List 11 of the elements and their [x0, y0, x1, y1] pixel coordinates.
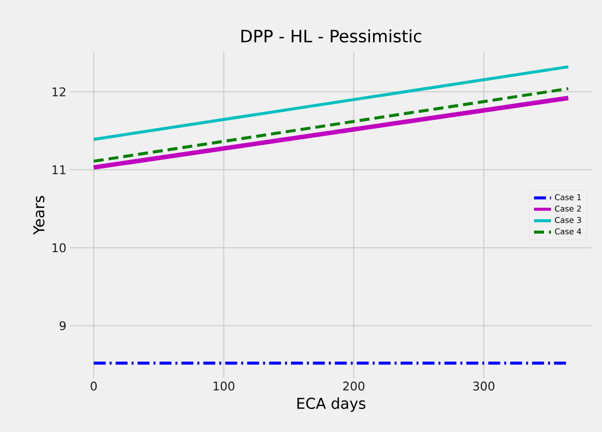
- y-tick-label: 11: [52, 165, 66, 174]
- x-tick-label: 0: [90, 382, 97, 391]
- y-tick-label: 12: [52, 87, 66, 96]
- y-axis-title: Years: [33, 196, 44, 235]
- x-tick-label: 200: [343, 382, 364, 391]
- x-axis-title: ECA days: [297, 397, 366, 412]
- chart-title: DPP - HL - Pessimistic: [241, 29, 422, 42]
- y-tick-label: 10: [52, 243, 66, 252]
- x-tick-label: 100: [214, 382, 234, 391]
- x-tick-label: 300: [473, 382, 494, 391]
- y-tick-label: 9: [60, 321, 66, 330]
